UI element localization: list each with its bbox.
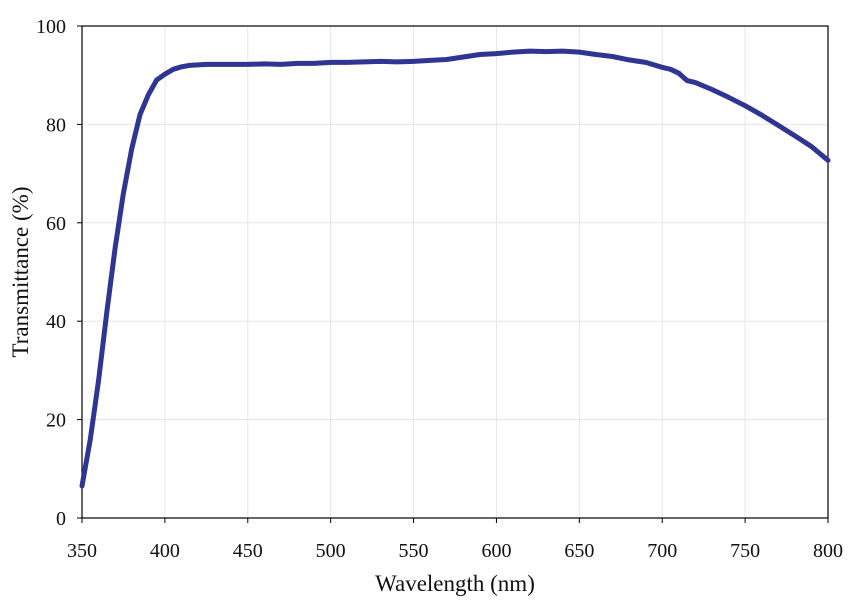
x-axis-title: Wavelength (nm) <box>375 571 535 596</box>
x-tick-label: 600 <box>481 540 511 562</box>
x-tick-label: 400 <box>150 540 180 562</box>
x-tick-label: 650 <box>564 540 594 562</box>
y-tick-label: 20 <box>46 410 66 432</box>
y-tick-label: 60 <box>46 213 66 235</box>
y-tick-label: 100 <box>36 16 66 38</box>
x-tick-label: 800 <box>813 540 843 562</box>
axis-ticks <box>77 25 829 523</box>
x-tick-labels: 350 400 450 500 550 600 650 700 750 800 <box>67 540 843 562</box>
y-tick-label: 80 <box>46 114 66 136</box>
x-tick-label: 500 <box>316 540 346 562</box>
x-tick-label: 550 <box>399 540 429 562</box>
plot-area-frame <box>81 25 829 519</box>
x-tick-label: 700 <box>647 540 677 562</box>
x-tick-label: 350 <box>67 540 97 562</box>
y-axis-title: Transmittance (%) <box>8 187 33 358</box>
grid <box>82 26 828 518</box>
y-tick-label: 40 <box>46 311 66 333</box>
transmittance-curve <box>79 48 831 489</box>
y-tick-labels: 0 20 40 60 80 100 <box>36 16 66 530</box>
y-tick-label: 0 <box>56 508 66 530</box>
x-tick-label: 450 <box>233 540 263 562</box>
x-tick-label: 750 <box>730 540 760 562</box>
